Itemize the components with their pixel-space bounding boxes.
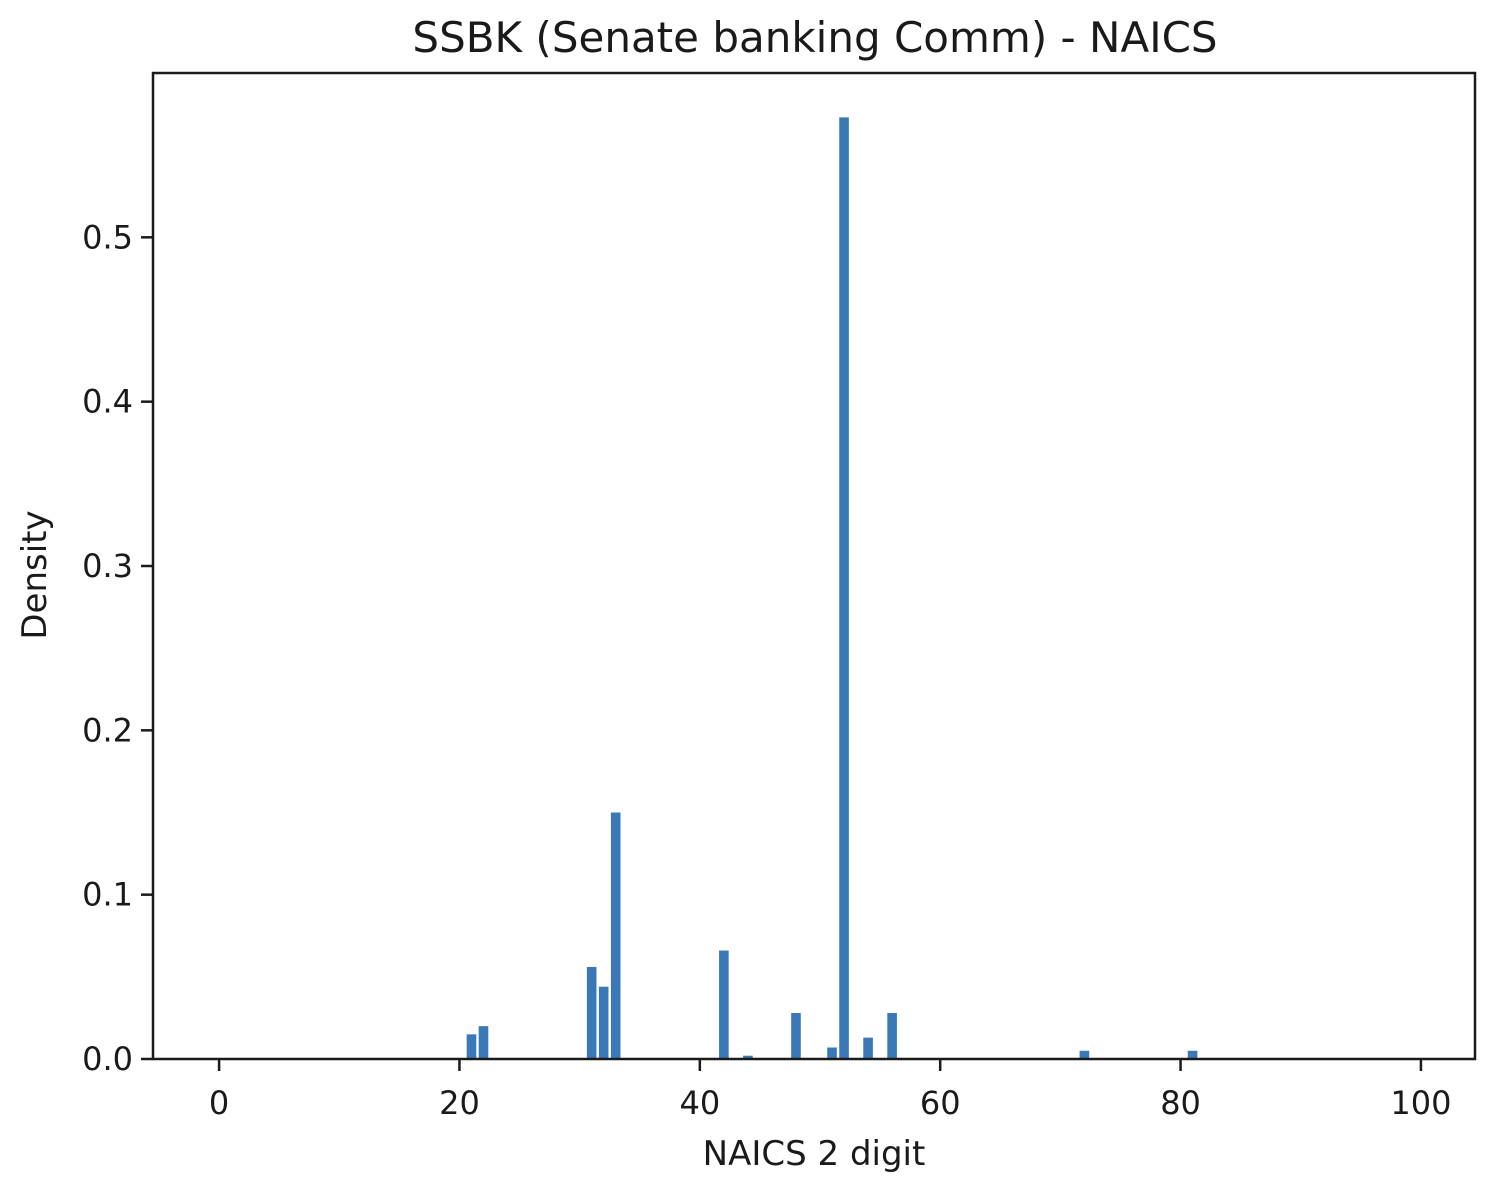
x-axis: 0 20 40 60 80 100: [209, 1059, 1451, 1122]
bars: [466, 117, 1198, 1060]
y-tick-label-1: 0.1: [82, 876, 133, 914]
x-tick-label-60: 60: [920, 1084, 961, 1122]
x-tick-label-0: 0: [209, 1084, 229, 1122]
bar-naics-31: [586, 966, 597, 1059]
x-tick-label-40: 40: [679, 1084, 720, 1122]
bar-naics-44: [743, 1055, 753, 1059]
bar-naics-51: [827, 1047, 837, 1059]
bar-naics-56: [887, 1012, 897, 1059]
y-tick-label-3: 0.3: [82, 547, 133, 585]
bar-naics-32: [598, 986, 609, 1059]
bar-naics-42: [719, 950, 729, 1059]
x-axis-label: NAICS 2 digit: [703, 1134, 926, 1174]
y-tick-label-0: 0.0: [82, 1040, 133, 1078]
bar-naics-33: [610, 812, 621, 1059]
bar-naics-21: [466, 1034, 477, 1059]
y-tick-label-4: 0.4: [82, 383, 133, 421]
x-tick-label-20: 20: [439, 1084, 480, 1122]
x-tick-label-100: 100: [1390, 1084, 1451, 1122]
y-axis: 0.0 0.1 0.2 0.3 0.4 0.5: [82, 218, 153, 1078]
bar-naics-81: [1187, 1050, 1198, 1059]
plot-frame: [151, 71, 1477, 1061]
bar-naics-72: [1079, 1050, 1090, 1059]
x-tick-label-80: 80: [1160, 1084, 1201, 1122]
y-tick-label-2: 0.2: [82, 711, 133, 749]
y-axis-label: Density: [15, 510, 55, 639]
bar-naics-54: [863, 1037, 873, 1059]
bar-naics-22: [478, 1026, 489, 1059]
bar-naics-52: [839, 117, 849, 1060]
y-tick-label-5: 0.5: [82, 218, 133, 256]
chart-title: SSBK (Senate banking Comm) - NAICS: [412, 13, 1217, 62]
bar-naics-48: [791, 1012, 801, 1059]
